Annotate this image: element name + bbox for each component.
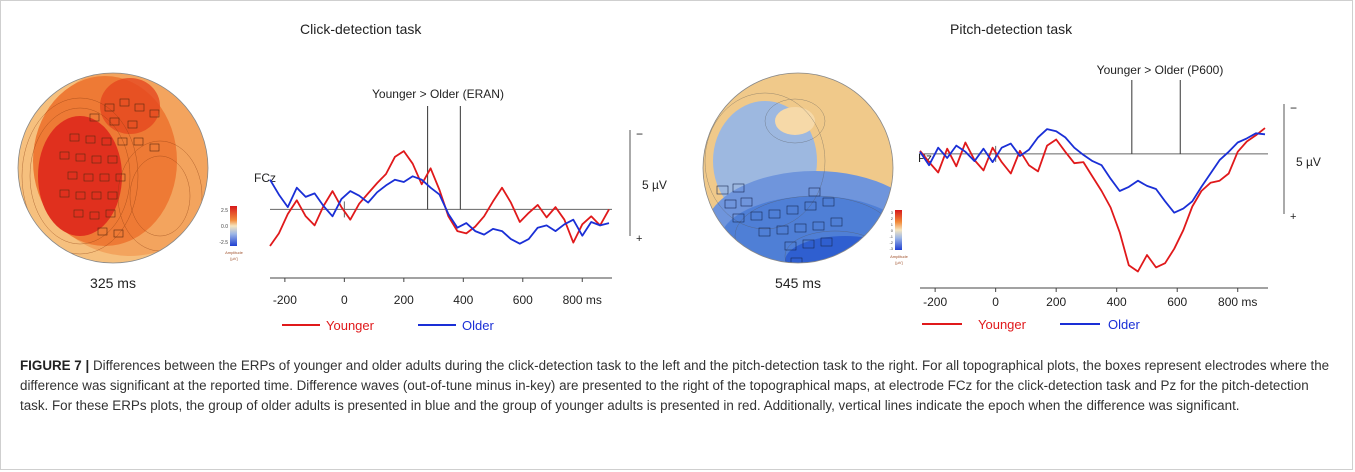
colorbar-unit: [µV] [895, 260, 902, 265]
colorbar-tick: 2.5 [221, 208, 228, 214]
colorbar-title: Amplitude [890, 254, 909, 259]
figure-caption: FIGURE 7 | Differences between the ERPs … [20, 356, 1340, 416]
annotation-label: Younger > Older (ERAN) [372, 87, 504, 101]
series-line-younger [919, 127, 1266, 273]
legend-label-older: Older [1108, 317, 1140, 332]
colorbar-unit: [µV] [230, 256, 237, 261]
left-panel-title: Click-detection task [300, 21, 422, 37]
x-tick-label: 0 [992, 295, 999, 309]
scale-sign: − [636, 127, 643, 141]
legend-label-younger: Younger [978, 317, 1027, 332]
topomap-time-label: 545 ms [775, 275, 821, 291]
series-line-older [269, 175, 610, 245]
legend: Younger Older [282, 318, 494, 333]
pitch-erp-chart: Pz Younger > Older (P600) − 5 µV + -200 0… [918, 63, 1321, 332]
colorbar-tick: 1 [891, 222, 894, 227]
pitch-topomap: 3 2 1 0 -1 -2 -3 Amplitude [µV] 545 ms [702, 72, 909, 291]
x-tick-label: 0 [341, 293, 348, 307]
scale-sign: − [1290, 101, 1297, 115]
scale-sign: + [636, 233, 642, 245]
series-line-older [919, 128, 1266, 214]
topomap-time-label: 325 ms [90, 275, 136, 291]
topomap-field-hot [38, 116, 122, 236]
colorbar-title: Amplitude [225, 250, 244, 255]
legend-label-older: Older [462, 318, 494, 333]
x-tick-label: 200 [394, 293, 414, 307]
colorbar-tick: 3 [891, 210, 894, 215]
click-topomap: 2.5 0.0 -2.5 Amplitude [µV] 325 ms [17, 72, 244, 291]
x-tick-label: 800 ms [1218, 295, 1257, 309]
annotation-label: Younger > Older (P600) [1097, 63, 1224, 77]
series-line-younger [269, 150, 610, 247]
click-erp-chart: FCz Younger > Older (ERAN) − 5 µV + -200… [254, 87, 667, 333]
x-tick-label: 600 [1167, 295, 1187, 309]
colorbar-tick: -1 [889, 234, 893, 239]
colorbar-tick: -3 [889, 246, 893, 251]
colorbar-tick: -2 [889, 240, 893, 245]
right-panel-title: Pitch-detection task [950, 21, 1073, 37]
caption-text: Differences between the ERPs of younger … [20, 358, 1330, 413]
colorbar-tick: 0 [891, 228, 894, 233]
x-tick-label: -200 [923, 295, 947, 309]
legend: Younger Older [922, 317, 1140, 332]
colorbar-tick: 0.0 [221, 224, 228, 230]
x-tick-label: 400 [453, 293, 473, 307]
scale-sign: + [1290, 211, 1296, 223]
legend-label-younger: Younger [326, 318, 375, 333]
scale-label: 5 µV [642, 178, 667, 192]
x-tick-label: 200 [1046, 295, 1066, 309]
colorbar-tick: 2 [891, 216, 894, 221]
scale-label: 5 µV [1296, 155, 1321, 169]
caption-label: FIGURE 7 | [20, 358, 90, 373]
x-tick-label: 600 [513, 293, 533, 307]
x-tick-label: 800 ms [563, 293, 602, 307]
colorbar-tick: -2.5 [219, 240, 228, 246]
x-tick-label: -200 [273, 293, 297, 307]
x-tick-label: 400 [1107, 295, 1127, 309]
